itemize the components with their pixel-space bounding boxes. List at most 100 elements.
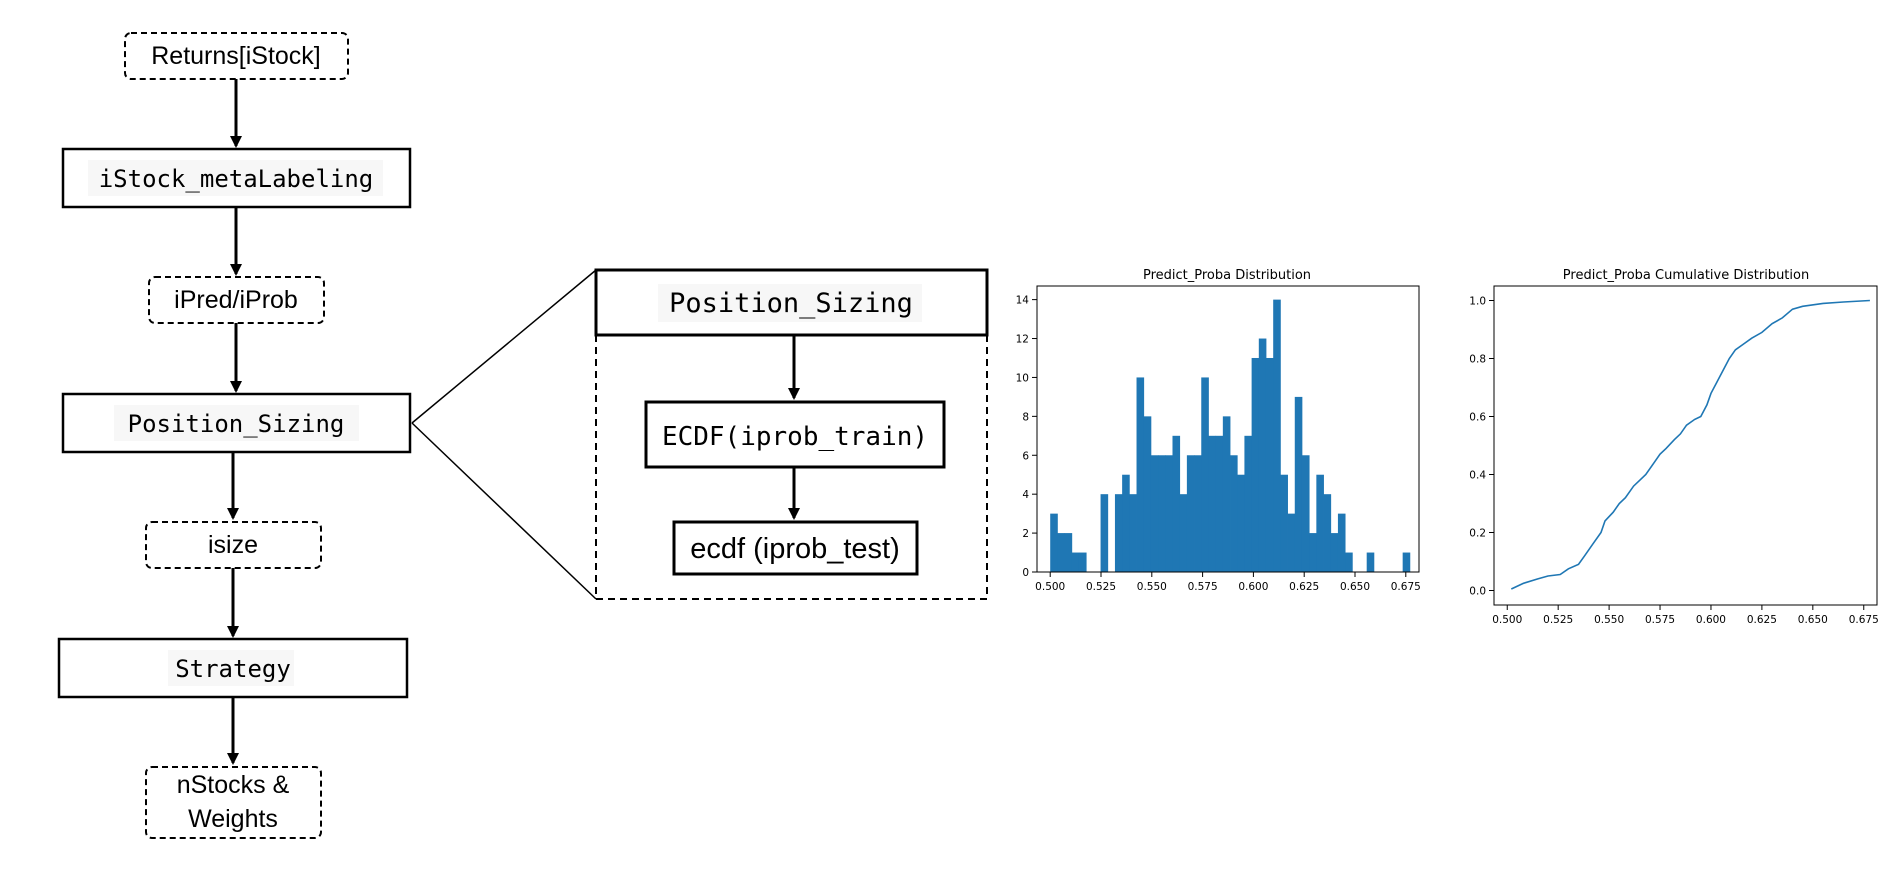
histogram-bar bbox=[1402, 552, 1411, 572]
ecdf-train-node bbox=[644, 400, 946, 469]
histogram-x-ticks: 0.500 0.525 0.550 0.575 0.600 0.625 0.650 0.675 bbox=[1035, 572, 1421, 593]
histogram-bar bbox=[1050, 513, 1058, 572]
flowchart: Returns[iStock] iStock_metaLabeling iPre… bbox=[57, 32, 412, 839]
histogram-y-ticks: 0 2 4 6 8 10 12 14 bbox=[1016, 295, 1037, 579]
histogram-bar bbox=[1136, 377, 1145, 572]
histogram-y-tick-label: 4 bbox=[1022, 489, 1029, 501]
histogram-bar bbox=[1366, 552, 1375, 572]
cdf-y-tick-label: 1.0 bbox=[1469, 296, 1486, 308]
detail-header-label-bg bbox=[658, 284, 922, 322]
zoom-line-bottom bbox=[411, 422, 597, 600]
histogram-bar bbox=[1122, 474, 1130, 572]
cdf-x-tick-label: 0.575 bbox=[1645, 614, 1675, 626]
histogram-x-tick-label: 0.600 bbox=[1238, 581, 1268, 593]
ecdf-test-label: ecdf (iprob_test) bbox=[690, 533, 900, 565]
histogram-bar bbox=[1316, 474, 1324, 572]
histogram-bar bbox=[1237, 474, 1245, 572]
cdf-frame bbox=[1493, 285, 1878, 606]
histogram-y-tick-label: 14 bbox=[1016, 295, 1030, 307]
pred-label: iPred/iProb bbox=[174, 286, 298, 314]
ecdf-train-label: ECDF(iprob_train) bbox=[662, 422, 928, 452]
histogram-bar bbox=[1186, 455, 1195, 572]
histogram-bar bbox=[1301, 455, 1310, 572]
metalabeling-label-bg bbox=[88, 160, 383, 196]
histogram-x-tick-label: 0.525 bbox=[1086, 581, 1116, 593]
histogram-y-tick-label: 12 bbox=[1016, 334, 1029, 346]
cdf-x-ticks: 0.500 0.525 0.550 0.575 0.600 0.625 0.650 0.675 bbox=[1492, 605, 1879, 626]
cdf-y-tick-label: 0.4 bbox=[1469, 470, 1486, 482]
histogram-bar bbox=[1071, 552, 1080, 572]
histogram-bar bbox=[1345, 552, 1353, 572]
cdf-line bbox=[1510, 299, 1870, 590]
strategy-label: Strategy bbox=[175, 655, 291, 683]
histogram-frame bbox=[1036, 285, 1420, 573]
cdf-chart: Predict_Proba Cumulative Distribution 0.… bbox=[1469, 268, 1878, 626]
position-sizing-detail: Position_Sizing ECDF(iprob_train) ecdf (… bbox=[594, 268, 989, 600]
cdf-x-tick-label: 0.650 bbox=[1798, 614, 1828, 626]
histogram-bar bbox=[1294, 396, 1303, 572]
histogram-bar bbox=[1244, 435, 1253, 572]
cdf-y-ticks: 0.0 0.2 0.4 0.6 0.8 1.0 bbox=[1469, 296, 1494, 598]
histogram-chart: Predict_Proba Distribution 0.500 0.525 0.5… bbox=[1016, 268, 1421, 593]
output-label-line1: nStocks & bbox=[177, 771, 290, 799]
histogram-bar bbox=[1064, 533, 1073, 572]
histogram-bar bbox=[1078, 552, 1087, 572]
cdf-x-tick-label: 0.550 bbox=[1594, 614, 1624, 626]
histogram-bar bbox=[1143, 416, 1152, 572]
histogram-bar bbox=[1337, 513, 1346, 572]
histogram-bar bbox=[1057, 533, 1065, 572]
histogram-bar bbox=[1323, 494, 1332, 572]
histogram-x-tick-label: 0.575 bbox=[1188, 581, 1218, 593]
isize-label: isize bbox=[208, 531, 258, 559]
ecdf-test-node bbox=[672, 520, 919, 576]
histogram-y-tick-label: 0 bbox=[1022, 567, 1029, 579]
histogram-bar bbox=[1330, 533, 1339, 572]
output-label-line2: Weights bbox=[188, 805, 278, 833]
histogram-bar bbox=[1129, 494, 1137, 572]
histogram-y-tick-label: 8 bbox=[1022, 411, 1029, 423]
histogram-bar bbox=[1100, 494, 1109, 572]
histogram-bars bbox=[1050, 299, 1411, 572]
histogram-x-tick-label: 0.550 bbox=[1137, 581, 1167, 593]
cdf-x-tick-label: 0.675 bbox=[1849, 614, 1879, 626]
histogram-bar bbox=[1258, 338, 1267, 572]
histogram-y-tick-label: 10 bbox=[1016, 372, 1029, 384]
histogram-bar bbox=[1179, 494, 1188, 572]
pred-node bbox=[148, 276, 325, 324]
histogram-bar bbox=[1287, 513, 1296, 572]
cdf-x-tick-label: 0.625 bbox=[1747, 614, 1777, 626]
cdf-x-tick-label: 0.500 bbox=[1492, 614, 1522, 626]
histogram-bar bbox=[1215, 435, 1224, 572]
cdf-y-tick-label: 0.8 bbox=[1469, 354, 1486, 366]
histogram-x-tick-label: 0.625 bbox=[1289, 581, 1319, 593]
histogram-bar bbox=[1158, 455, 1166, 572]
cdf-title: Predict_Proba Cumulative Distribution bbox=[1563, 268, 1809, 283]
histogram-bar bbox=[1172, 435, 1181, 572]
cdf-y-tick-label: 0.0 bbox=[1469, 586, 1486, 598]
histogram-x-tick-label: 0.675 bbox=[1391, 581, 1421, 593]
histogram-bar bbox=[1222, 416, 1231, 572]
histogram-bar bbox=[1114, 494, 1123, 572]
detail-header-label: Position_Sizing bbox=[669, 288, 913, 319]
cdf-y-tick-label: 0.2 bbox=[1469, 528, 1486, 540]
strategy-label-bg bbox=[168, 650, 294, 686]
position-sizing-label: Position_Sizing bbox=[128, 410, 345, 438]
histogram-bar bbox=[1194, 455, 1202, 572]
histogram-bar bbox=[1280, 474, 1288, 572]
histogram-bar bbox=[1208, 435, 1217, 572]
metalabeling-label: iStock_metaLabeling bbox=[99, 165, 374, 193]
cdf-y-tick-label: 0.6 bbox=[1469, 412, 1486, 424]
histogram-y-tick-label: 6 bbox=[1022, 450, 1029, 462]
histogram-bar bbox=[1309, 533, 1317, 572]
histogram-bar bbox=[1201, 377, 1209, 572]
isize-node bbox=[145, 521, 322, 569]
returns-node bbox=[124, 32, 349, 80]
histogram-x-tick-label: 0.500 bbox=[1035, 581, 1065, 593]
histogram-y-tick-label: 2 bbox=[1022, 528, 1029, 540]
position-sizing-label-bg bbox=[114, 405, 359, 441]
histogram-bar bbox=[1150, 455, 1159, 572]
histogram-bar bbox=[1165, 455, 1173, 572]
cdf-x-tick-label: 0.600 bbox=[1696, 614, 1726, 626]
histogram-x-tick-label: 0.650 bbox=[1340, 581, 1370, 593]
